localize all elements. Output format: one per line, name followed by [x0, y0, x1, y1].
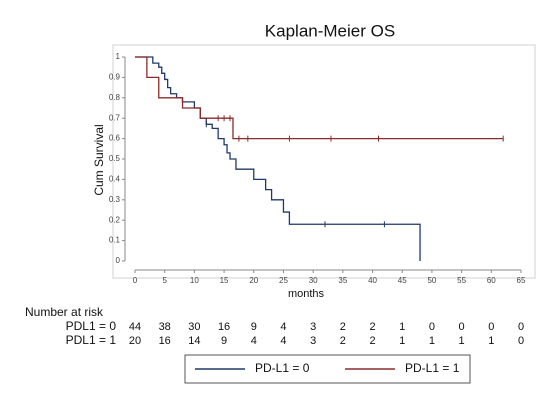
risk-count: 4 — [251, 335, 257, 347]
x-tick-label: 5 — [162, 276, 167, 285]
risk-count: 9 — [221, 335, 227, 347]
risk-count: 1 — [488, 335, 494, 347]
y-tick-label: 1 — [116, 52, 121, 61]
risk-count: 16 — [159, 335, 171, 347]
survival-curve — [135, 56, 421, 261]
risk-count: 9 — [251, 321, 257, 333]
risk-count: 14 — [188, 335, 200, 347]
x-tick-label: 60 — [487, 276, 496, 285]
risk-count: 2 — [340, 335, 346, 347]
risk-count: 0 — [429, 321, 435, 333]
risk-count: 2 — [340, 321, 346, 333]
risk-row-label: PDL1 = 1 — [66, 333, 117, 347]
y-tick-label: 0.9 — [109, 73, 121, 82]
x-tick-label: 0 — [133, 276, 138, 285]
x-tick-label: 30 — [309, 276, 318, 285]
y-axis-label: Cum Survival — [92, 124, 106, 195]
x-tick-label: 25 — [279, 276, 288, 285]
risk-count: 0 — [518, 335, 524, 347]
x-tick-label: 15 — [220, 276, 229, 285]
x-tick-label: 20 — [249, 276, 258, 285]
risk-count: 20 — [129, 335, 141, 347]
y-tick-label: 0 — [116, 256, 121, 265]
chart-title: Kaplan-Meier OS — [265, 21, 395, 40]
plot-frame — [112, 44, 536, 279]
risk-count: 1 — [459, 335, 465, 347]
legend-label: PD-L1 = 0 — [255, 361, 310, 375]
y-tick-label: 0.6 — [109, 134, 121, 143]
risk-count: 4 — [280, 321, 286, 333]
risk-count: 3 — [310, 321, 316, 333]
risk-count: 30 — [188, 321, 200, 333]
y-tick-label: 0.1 — [109, 236, 121, 245]
risk-count: 0 — [459, 321, 465, 333]
risk-count: 3 — [310, 335, 316, 347]
risk-count: 4 — [280, 335, 286, 347]
risk-count: 0 — [488, 321, 494, 333]
risk-count: 16 — [218, 321, 230, 333]
risk-count: 38 — [159, 321, 171, 333]
y-tick-label: 0.4 — [109, 175, 121, 184]
y-tick-label: 0.8 — [109, 93, 121, 102]
y-tick-label: 0.5 — [109, 154, 121, 163]
risk-table-title: Number at risk — [25, 305, 104, 319]
risk-count: 2 — [369, 335, 375, 347]
x-tick-label: 65 — [517, 276, 526, 285]
y-tick-label: 0.7 — [109, 113, 121, 122]
risk-count: 1 — [399, 335, 405, 347]
survival-curve — [135, 56, 504, 140]
risk-count: 2 — [369, 321, 375, 333]
x-tick-label: 45 — [398, 276, 407, 285]
legend-label: PD-L1 = 1 — [405, 361, 460, 375]
x-tick-label: 10 — [190, 276, 199, 285]
x-tick-label: 35 — [338, 276, 347, 285]
x-axis-label: months — [288, 288, 325, 300]
risk-count: 1 — [399, 321, 405, 333]
y-tick-label: 0.2 — [109, 215, 121, 224]
x-tick-label: 40 — [368, 276, 377, 285]
risk-count: 44 — [129, 321, 141, 333]
risk-row-label: PDL1 = 0 — [66, 319, 117, 333]
x-tick-label: 50 — [427, 276, 436, 285]
x-tick-label: 55 — [457, 276, 466, 285]
risk-count: 0 — [518, 321, 524, 333]
y-tick-label: 0.3 — [109, 195, 121, 204]
risk-count: 1 — [429, 335, 435, 347]
